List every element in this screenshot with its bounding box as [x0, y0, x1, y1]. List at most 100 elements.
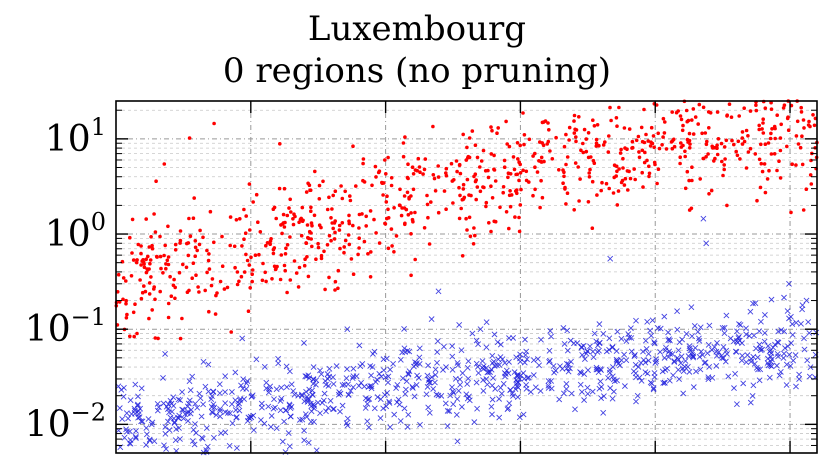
red-dot-point — [271, 247, 276, 252]
red-dot-point — [662, 131, 667, 135]
blue-cross-point — [132, 435, 139, 442]
red-dot-point — [769, 152, 774, 156]
red-dot-point — [333, 189, 338, 193]
red-dot-point — [502, 165, 507, 169]
red-dot-point — [647, 164, 651, 169]
red-dot-point — [565, 155, 570, 159]
blue-cross-point — [633, 398, 639, 405]
red-dot-point — [637, 155, 642, 160]
red-dot-point — [436, 175, 441, 179]
red-dot-point — [519, 187, 523, 192]
red-dot-point — [760, 127, 764, 131]
blue-cross-point — [696, 337, 703, 344]
blue-cross-point — [687, 347, 694, 354]
blue-cross-point — [650, 385, 657, 392]
red-dot-point — [572, 208, 576, 212]
blue-cross-point — [203, 447, 210, 453]
red-dot-point — [139, 263, 143, 267]
blue-cross-point — [281, 418, 288, 425]
blue-cross-point — [607, 385, 614, 392]
red-dot-point — [207, 267, 212, 271]
blue-cross-point — [634, 392, 641, 399]
blue-cross-point — [781, 328, 788, 335]
blue-cross-point — [681, 363, 688, 370]
red-dot-point — [490, 196, 495, 200]
blue-cross-point — [642, 359, 649, 366]
blue-cross-point — [546, 347, 553, 354]
red-dot-point — [242, 237, 246, 241]
red-dot-point — [242, 270, 247, 274]
red-dot-point — [291, 217, 295, 221]
blue-cross-point — [627, 325, 634, 332]
blue-cross-point — [217, 413, 224, 420]
blue-cross-point — [279, 438, 286, 445]
blue-cross-point — [326, 365, 333, 372]
red-dot-point — [271, 251, 276, 256]
red-dot-point — [719, 141, 724, 146]
blue-cross-point — [330, 381, 337, 387]
red-dot-point — [586, 155, 591, 160]
red-dot-point — [545, 142, 549, 146]
blue-cross-point — [713, 348, 720, 355]
red-dot-point — [142, 262, 146, 266]
red-dot-point — [564, 202, 568, 206]
blue-cross-point — [368, 372, 375, 379]
blue-cross-point — [613, 358, 620, 365]
red-dot-point — [369, 250, 373, 254]
blue-cross-point — [699, 352, 706, 358]
red-dot-point — [429, 200, 433, 204]
blue-cross-point — [466, 393, 472, 400]
red-dot-point — [690, 165, 694, 169]
blue-cross-point — [185, 417, 191, 424]
red-dot-point — [386, 246, 391, 251]
red-dot-point — [186, 241, 191, 245]
red-dot-point — [418, 170, 422, 174]
red-dot-point — [317, 197, 322, 201]
red-dot-point — [647, 174, 651, 179]
red-dot-point — [147, 316, 151, 321]
blue-cross-point — [116, 405, 123, 412]
red-dot-point — [394, 234, 399, 238]
blue-cross-point — [509, 390, 516, 397]
blue-cross-point — [786, 351, 793, 358]
blue-cross-point — [416, 354, 423, 361]
blue-cross-point — [198, 413, 205, 420]
blue-cross-point — [384, 389, 391, 396]
red-dot-point — [411, 187, 416, 192]
blue-cross-point — [764, 355, 771, 362]
blue-cross-point — [497, 384, 504, 391]
red-dot-point — [460, 197, 465, 202]
blue-cross-point — [291, 391, 298, 398]
blue-cross-point — [775, 353, 782, 360]
blue-cross-point — [278, 395, 285, 402]
blue-cross-point — [473, 337, 480, 344]
red-dot-point — [759, 142, 763, 147]
red-dot-point — [475, 185, 480, 189]
red-dot-point — [162, 253, 166, 258]
blue-cross-point — [761, 330, 768, 336]
red-dot-point — [804, 187, 809, 191]
blue-cross-point — [561, 340, 568, 347]
blue-cross-point — [336, 389, 343, 396]
red-dot-point — [402, 194, 407, 198]
red-dot-point — [578, 177, 582, 181]
blue-cross-point — [488, 403, 495, 410]
blue-cross-point — [423, 391, 430, 398]
blue-cross-point — [167, 414, 174, 421]
blue-cross-point — [708, 346, 715, 353]
blue-cross-point — [344, 366, 350, 373]
blue-cross-point — [193, 429, 200, 436]
red-dot-point — [364, 214, 369, 219]
blue-cross-point — [303, 388, 310, 395]
red-dot-point — [339, 184, 343, 188]
blue-cross-point — [767, 353, 774, 360]
red-dot-point — [310, 244, 314, 249]
blue-cross-point — [268, 412, 275, 419]
red-dot-point — [316, 245, 321, 250]
blue-cross-point — [464, 381, 471, 387]
red-dot-point — [178, 229, 183, 233]
blue-cross-point — [648, 332, 655, 339]
blue-cross-point — [244, 378, 251, 385]
